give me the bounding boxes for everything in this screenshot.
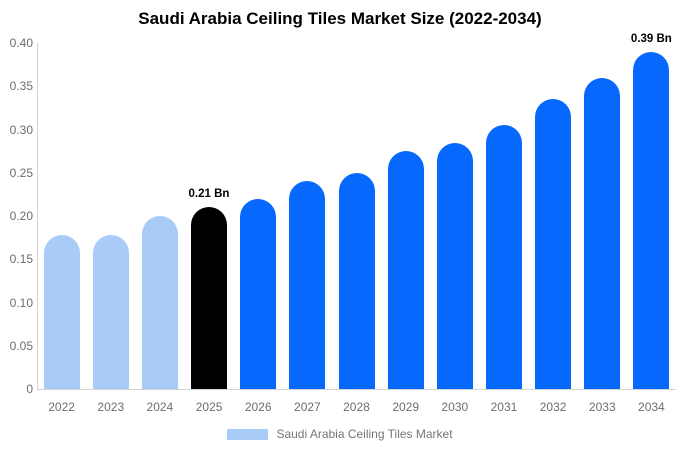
x-axis-tick-label: 2026: [244, 400, 272, 414]
y-axis-tick-label: 0.20: [9, 209, 33, 223]
bar-2022[interactable]: [43, 235, 80, 389]
x-axis-tick-label: 2022: [48, 400, 75, 414]
y-axis-line: [37, 43, 38, 389]
bar-2027[interactable]: [289, 181, 326, 389]
x-axis-tick-label: 2023: [97, 400, 125, 414]
x-axis-tick-label: 2034: [638, 400, 665, 414]
x-axis-tick-label: 2033: [588, 400, 616, 414]
x-axis-tick-label: 2029: [392, 400, 420, 414]
bar-2031[interactable]: [486, 125, 522, 389]
bar-2034[interactable]: [633, 51, 670, 389]
x-axis-tick-label: 2028: [343, 400, 370, 414]
x-axis-line: [37, 389, 676, 390]
x-axis-tick-label: 2032: [539, 400, 567, 414]
legend-label: Saudi Arabia Ceiling Tiles Market: [276, 427, 453, 441]
y-axis-tick-label: 0.15: [9, 252, 33, 267]
x-axis-tick-label: 2030: [441, 400, 469, 414]
bar-2028[interactable]: [338, 172, 375, 390]
bar-2024[interactable]: [141, 216, 178, 389]
bar-2026[interactable]: [240, 198, 277, 389]
y-axis-tick-label: 0.40: [9, 36, 33, 50]
legend-swatch: [227, 428, 269, 440]
y-axis-tick-label: 0.25: [9, 165, 33, 180]
bar-2029[interactable]: [387, 151, 424, 389]
x-axis-tick-label: 2025: [195, 400, 223, 414]
bar-annotation: 0.21 Bn: [188, 188, 230, 201]
chart-title: Saudi Arabia Ceiling Tiles Market Size (…: [138, 9, 542, 28]
x-axis-tick-label: 2031: [490, 400, 518, 414]
y-axis-tick-label: 0.30: [9, 122, 33, 137]
x-axis-tick-label: 2024: [146, 400, 174, 414]
y-axis-tick-label: 0.35: [9, 79, 33, 94]
bar-annotation: 0.39 Bn: [630, 32, 672, 45]
bar-2032[interactable]: [535, 99, 572, 389]
y-axis-tick-label: 0.05: [9, 338, 33, 353]
bar-2033[interactable]: [584, 77, 621, 389]
bar-2025[interactable]: [191, 207, 227, 389]
y-axis-tick-label: 0.10: [9, 295, 33, 310]
bar-2030[interactable]: [436, 142, 473, 389]
legend-item[interactable]: Saudi Arabia Ceiling Tiles Market: [0, 424, 680, 444]
bar-2023[interactable]: [92, 235, 129, 389]
x-axis-tick-label: 2027: [294, 400, 321, 414]
y-axis-tick-label: 0: [26, 382, 33, 396]
